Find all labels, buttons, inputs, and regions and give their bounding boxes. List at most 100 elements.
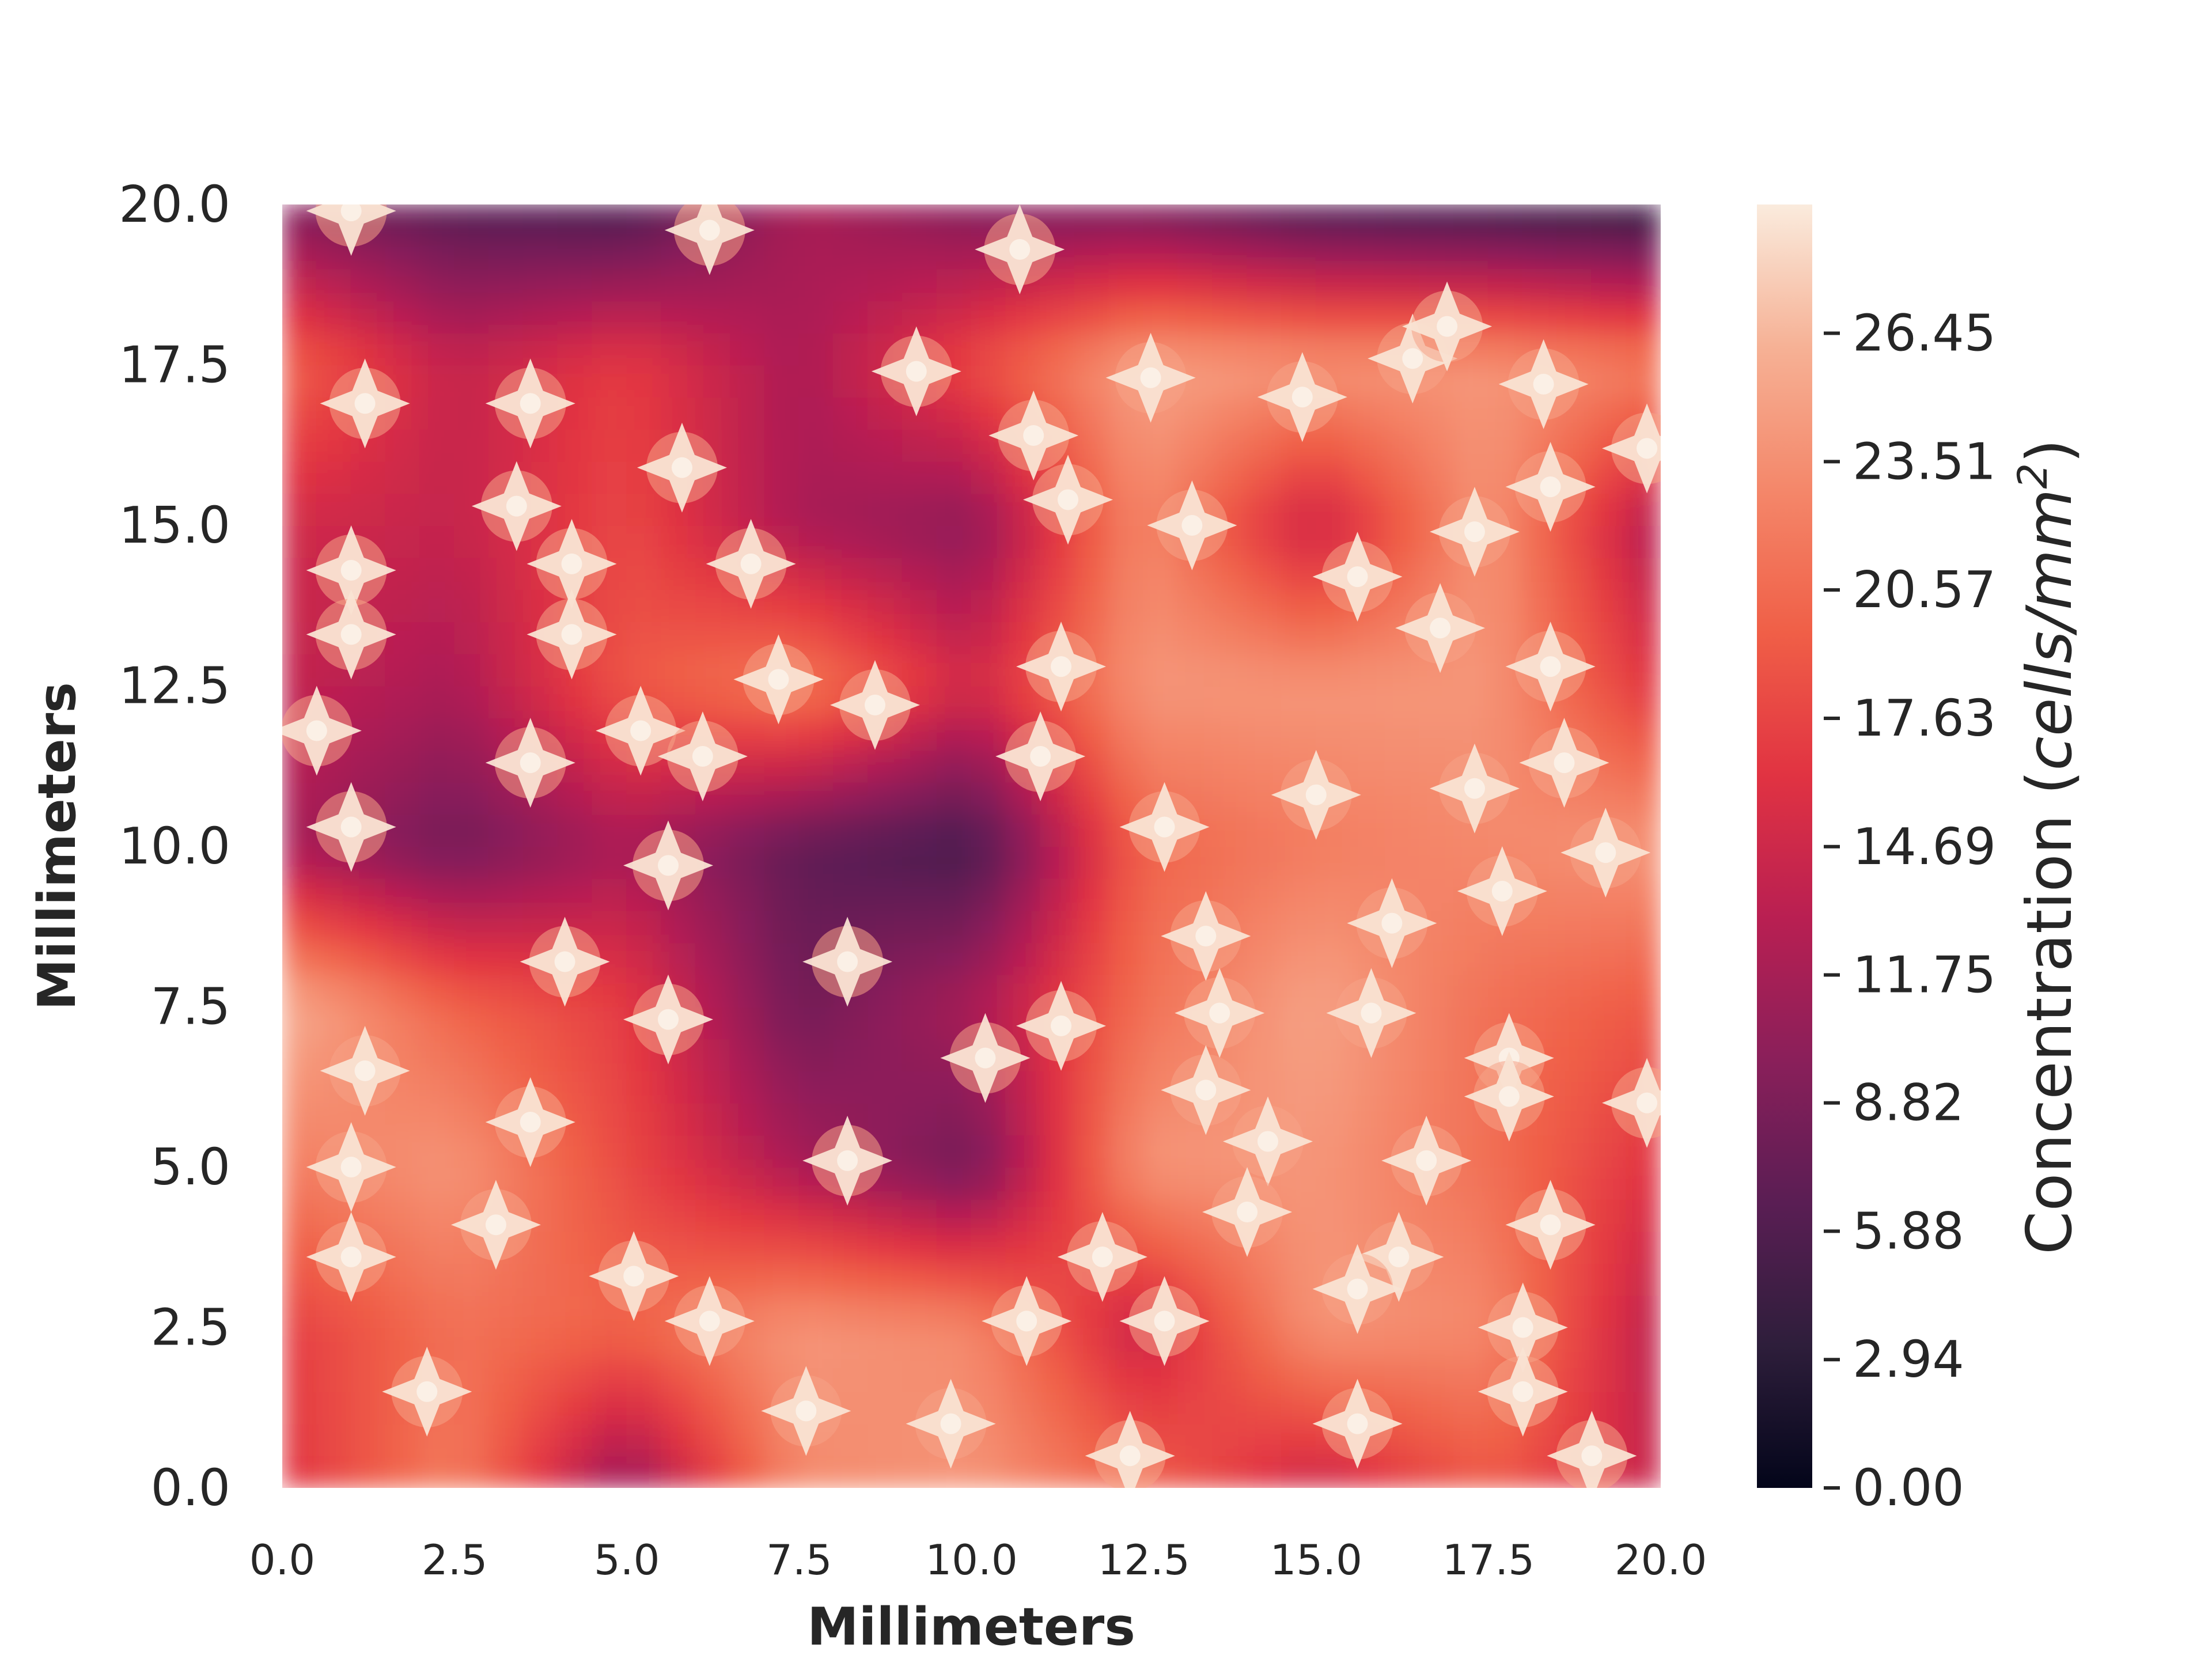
heatmap-cell — [1384, 653, 1421, 687]
heatmap-cell — [385, 493, 421, 526]
heatmap-cell — [798, 1070, 835, 1104]
heatmap-cell — [282, 1359, 317, 1392]
heatmap-cell — [936, 621, 972, 654]
y-tick-label: 7.5 — [151, 978, 230, 1036]
heatmap-cell — [1005, 1198, 1041, 1232]
heatmap-cell — [798, 813, 835, 847]
heatmap-cell — [1177, 589, 1214, 623]
heatmap-cell — [282, 236, 317, 270]
heatmap-cell — [1453, 942, 1489, 975]
heatmap-cell — [1591, 1198, 1627, 1232]
heatmap-cell — [695, 1391, 731, 1425]
heatmap-cell — [522, 268, 559, 302]
heatmap-cell — [1247, 717, 1282, 751]
hotspot — [1271, 749, 1361, 840]
heatmap-cell — [1591, 1230, 1627, 1264]
heatmap-cell — [1384, 846, 1421, 879]
heatmap-cell — [454, 268, 490, 302]
heatmap-cell — [1005, 813, 1041, 847]
hotspot — [1478, 1282, 1568, 1373]
heatmap-cell — [1419, 974, 1455, 1007]
heatmap-cell — [592, 364, 628, 398]
heatmap-cell — [661, 1134, 696, 1168]
heatmap-cell — [1212, 717, 1248, 751]
heatmap-cell — [833, 1198, 869, 1232]
heatmap-cell — [1315, 1198, 1351, 1232]
heatmap-cell — [626, 236, 662, 270]
heatmap-cell — [454, 364, 490, 398]
heatmap-cell — [282, 1455, 317, 1488]
heatmap-cell — [661, 332, 696, 366]
heatmap-cell — [1074, 1294, 1110, 1328]
heatmap-cell — [282, 332, 317, 366]
heatmap-cell — [1453, 1198, 1489, 1232]
heatmap-cell — [1247, 236, 1282, 270]
heatmap-cell — [557, 1455, 593, 1488]
heatmap-cell — [1177, 300, 1214, 334]
heatmap-cell — [592, 974, 628, 1007]
heatmap-cell — [661, 525, 696, 558]
heatmap-cell — [1247, 685, 1282, 719]
heatmap-cell — [557, 1038, 593, 1071]
heatmap-cell — [1419, 1327, 1455, 1361]
heatmap-cell — [1005, 1423, 1041, 1457]
heatmap-cell — [1384, 1038, 1421, 1071]
heatmap-cell — [695, 621, 731, 654]
heatmap-cell — [1074, 1391, 1110, 1425]
heatmap-cell — [1040, 556, 1075, 590]
heatmap-cell — [557, 300, 593, 334]
heatmap-cell — [1626, 1294, 1661, 1328]
heatmap-cell — [454, 589, 490, 623]
heatmap-cell — [1281, 204, 1317, 237]
heatmap-cell — [419, 1102, 456, 1136]
heatmap-cell — [1247, 877, 1282, 911]
heatmap-cell — [764, 236, 800, 270]
heatmap-cell — [1281, 300, 1317, 334]
heatmap-cell — [729, 1102, 766, 1136]
heatmap-cell — [729, 813, 766, 847]
heatmap-cell — [419, 1134, 456, 1168]
hotspot — [1175, 968, 1265, 1058]
hotspot — [1505, 622, 1596, 712]
heatmap-cell — [1556, 1134, 1593, 1168]
heatmap-cell — [798, 781, 835, 815]
heatmap-cell — [1143, 1134, 1179, 1168]
heatmap-cell — [1626, 910, 1661, 944]
colorbar-tick-label: 20.57 — [1853, 560, 1996, 619]
colorbar: 0.00 2.94 5.88 8.82 11.75 14.69 17.63 20.57 23.5… — [1757, 204, 2086, 1517]
heatmap-cell — [1626, 1198, 1661, 1232]
heatmap-cell — [1074, 1070, 1110, 1104]
heatmap-cell — [1315, 460, 1351, 494]
heatmap-cell — [1626, 749, 1661, 783]
heatmap-cell — [1487, 204, 1524, 237]
hotspot — [1202, 1166, 1293, 1257]
heatmap-cell — [1487, 813, 1524, 847]
heatmap-cell — [833, 877, 869, 911]
hotspot — [527, 518, 617, 609]
heatmap-cell — [798, 749, 835, 783]
heatmap-cell — [1384, 717, 1421, 751]
heatmap-cell — [454, 846, 490, 879]
heatmap-cell — [1108, 1166, 1145, 1200]
heatmap-cell — [385, 846, 421, 879]
heatmap-cell — [282, 1134, 317, 1168]
heatmap-cell — [1040, 332, 1075, 366]
heatmap-cell — [1074, 1327, 1110, 1361]
heatmap-cell — [1556, 974, 1593, 1007]
heatmap-cell — [454, 653, 490, 687]
heatmap-cell — [798, 1198, 835, 1232]
heatmap-cell — [522, 1166, 559, 1200]
heatmap-cell — [729, 364, 766, 398]
heatmap-cell — [1281, 653, 1317, 687]
heatmap-cell — [1143, 1198, 1179, 1232]
heatmap-cell — [419, 717, 456, 751]
heatmap-cell — [1315, 300, 1351, 334]
heatmap-cell — [1108, 1006, 1145, 1040]
heatmap-cell — [454, 1134, 490, 1168]
hotspot — [1085, 1411, 1175, 1488]
heatmap-cell — [798, 1038, 835, 1071]
colorbar-label-exponent: 2 — [2009, 463, 2056, 489]
heatmap-cell — [798, 268, 835, 302]
heatmap-cell — [1281, 556, 1317, 590]
